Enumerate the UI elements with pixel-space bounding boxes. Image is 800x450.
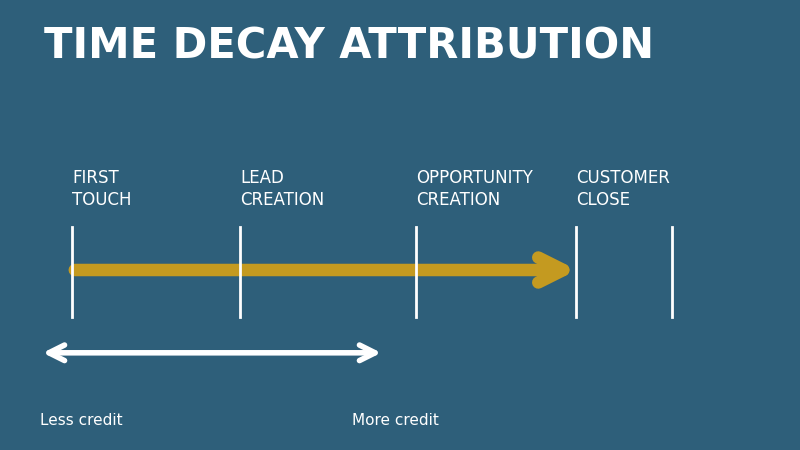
Text: TIME DECAY ATTRIBUTION: TIME DECAY ATTRIBUTION <box>44 26 654 68</box>
Text: Less credit: Less credit <box>40 414 122 428</box>
Text: FIRST
TOUCH: FIRST TOUCH <box>72 169 131 209</box>
Text: LEAD
CREATION: LEAD CREATION <box>240 169 324 209</box>
Text: More credit: More credit <box>352 414 439 428</box>
Text: OPPORTUNITY
CREATION: OPPORTUNITY CREATION <box>416 169 533 209</box>
Text: CUSTOMER
CLOSE: CUSTOMER CLOSE <box>576 169 670 209</box>
